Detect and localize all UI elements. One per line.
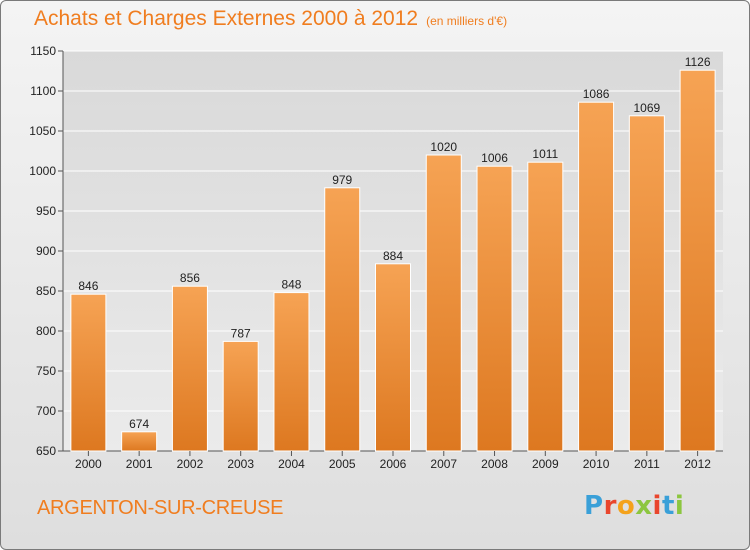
logo-letter: P	[584, 491, 604, 521]
logo-letter: o	[616, 491, 636, 521]
x-tick-label: 2004	[278, 457, 305, 471]
data-label: 848	[281, 278, 301, 292]
unit-label: (en milliers d'€)	[426, 14, 508, 28]
data-label: 1086	[583, 87, 610, 101]
y-tick-label: 750	[36, 364, 56, 378]
data-label: 1020	[430, 140, 457, 154]
bar	[70, 293, 107, 452]
data-label: 979	[332, 173, 352, 187]
data-label: 856	[180, 271, 200, 285]
bar	[527, 161, 564, 452]
x-tick-label: 2011	[634, 457, 660, 471]
x-tick-label: 2009	[532, 457, 559, 471]
y-tick-label: 1050	[29, 124, 56, 138]
data-label: 674	[129, 417, 149, 431]
data-label: 846	[78, 279, 98, 293]
x-tick-label: 2005	[329, 457, 356, 471]
y-tick-label: 1150	[30, 44, 56, 58]
x-tick-label: 2006	[380, 457, 407, 471]
bar	[171, 285, 208, 452]
y-tick-label: 1100	[30, 84, 56, 98]
bar	[578, 101, 615, 452]
x-tick-label: 2007	[430, 457, 457, 471]
x-tick-label: 2000	[75, 457, 102, 471]
y-tick-label: 850	[36, 284, 56, 298]
x-tick-label: 2008	[481, 457, 508, 471]
data-label: 884	[383, 249, 403, 263]
data-label: 1069	[633, 101, 660, 115]
x-tick-label: 2002	[177, 457, 204, 471]
location-label: ARGENTON-SUR-CREUSE	[37, 497, 284, 519]
bar	[628, 115, 665, 452]
y-tick-label: 800	[36, 324, 56, 338]
y-tick-label: 650	[36, 444, 56, 458]
data-label: 787	[231, 326, 251, 340]
bar	[679, 69, 716, 452]
x-tick-label: 2010	[583, 457, 610, 471]
logo-letter: r	[603, 491, 617, 521]
data-label: 1006	[481, 151, 508, 165]
logo-letter: t	[661, 491, 675, 521]
logo-letter: i	[652, 491, 662, 521]
bar	[121, 431, 158, 452]
proxiti-logo: Proxiti	[584, 491, 684, 521]
logo-letter: x	[635, 491, 653, 521]
bar	[476, 165, 513, 452]
y-tick-label: 1000	[29, 164, 56, 178]
x-tick-label: 2003	[227, 457, 254, 471]
data-label: 1126	[685, 55, 711, 69]
chart-title: Achats et Charges Externes 2000 à 2012 (e…	[34, 7, 507, 31]
bar	[375, 263, 411, 452]
logo-letter: i	[674, 491, 685, 521]
y-tick-label: 950	[36, 204, 56, 218]
y-tick-label: 700	[36, 404, 56, 418]
data-label: 1011	[532, 147, 558, 161]
chart-title-text: Achats et Charges Externes 2000 à 2012	[34, 7, 419, 30]
bar	[222, 340, 259, 452]
y-tick-label: 900	[36, 244, 56, 258]
bar	[425, 154, 462, 452]
x-tick-label: 2001	[126, 457, 153, 471]
x-tick-label: 2012	[684, 457, 711, 471]
bar	[273, 292, 310, 452]
bar	[324, 187, 361, 452]
